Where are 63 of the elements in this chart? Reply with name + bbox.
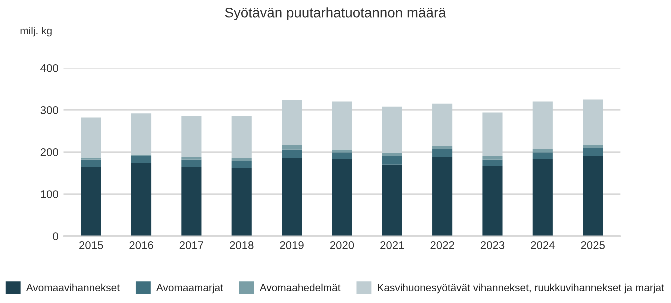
x-tick-label: 2023 bbox=[480, 241, 505, 250]
bar bbox=[332, 102, 352, 150]
y-tick-label: 0 bbox=[53, 232, 58, 240]
legend-label: Avomaahedelmät bbox=[260, 284, 341, 292]
bar bbox=[232, 116, 252, 158]
bar bbox=[282, 100, 302, 146]
bar bbox=[382, 106, 402, 154]
bar bbox=[332, 152, 352, 160]
bar bbox=[382, 164, 402, 236]
bar bbox=[583, 156, 604, 236]
y-axis-title: milj. kg bbox=[20, 26, 52, 37]
bar bbox=[81, 167, 102, 236]
y-tick-label: 300 bbox=[40, 106, 58, 114]
y-tick-label: 100 bbox=[41, 190, 58, 198]
bar bbox=[432, 104, 453, 146]
bar bbox=[532, 152, 553, 160]
bar bbox=[131, 163, 152, 236]
bar bbox=[131, 156, 152, 164]
legend-label: Kasvihuonesyötävät vihannekset, ruukkuvihannekset ja marjat bbox=[378, 284, 664, 294]
bar bbox=[482, 160, 503, 167]
bar bbox=[583, 148, 604, 156]
bar bbox=[282, 145, 302, 150]
bar bbox=[182, 167, 202, 236]
bar bbox=[232, 168, 252, 236]
x-tick-label: 2019 bbox=[280, 241, 304, 250]
x-tick-label: 2022 bbox=[430, 241, 454, 250]
x-tick-label: 2024 bbox=[531, 241, 555, 250]
bar bbox=[232, 162, 252, 168]
bar bbox=[432, 149, 453, 158]
y-tick-label: 400 bbox=[40, 64, 58, 72]
bar bbox=[332, 159, 352, 236]
x-tick-label: 2020 bbox=[330, 241, 354, 250]
bar bbox=[332, 150, 352, 153]
x-tick-label: 2025 bbox=[581, 241, 605, 250]
bar bbox=[583, 144, 604, 148]
y-tick-label: 200 bbox=[40, 148, 58, 156]
x-tick-label: 2015 bbox=[80, 241, 104, 250]
bar bbox=[182, 157, 202, 160]
bar bbox=[532, 102, 553, 150]
bar bbox=[81, 118, 102, 158]
bar bbox=[482, 166, 503, 236]
bar bbox=[382, 156, 402, 165]
bar bbox=[432, 146, 453, 150]
x-tick-label: 2018 bbox=[230, 241, 254, 250]
bar bbox=[482, 156, 503, 160]
legend-label: Avomaavihannekset bbox=[26, 284, 120, 292]
chart-title: Syötävän puutarhatuotannon määrä bbox=[225, 8, 446, 21]
x-tick-label: 2017 bbox=[180, 241, 204, 250]
x-tick-label: 2016 bbox=[130, 241, 154, 250]
x-tick-label: 2021 bbox=[380, 241, 404, 250]
bar bbox=[583, 100, 604, 145]
bar bbox=[532, 159, 553, 236]
bar bbox=[81, 160, 102, 168]
bar bbox=[282, 150, 302, 158]
legend-label: Avomaamarjat bbox=[156, 284, 224, 294]
bar bbox=[182, 160, 202, 168]
bar bbox=[182, 116, 202, 158]
bar bbox=[482, 112, 503, 156]
bar bbox=[282, 158, 302, 236]
bar bbox=[131, 114, 152, 155]
bar bbox=[232, 158, 252, 162]
bar bbox=[382, 153, 402, 156]
bar bbox=[432, 157, 453, 236]
